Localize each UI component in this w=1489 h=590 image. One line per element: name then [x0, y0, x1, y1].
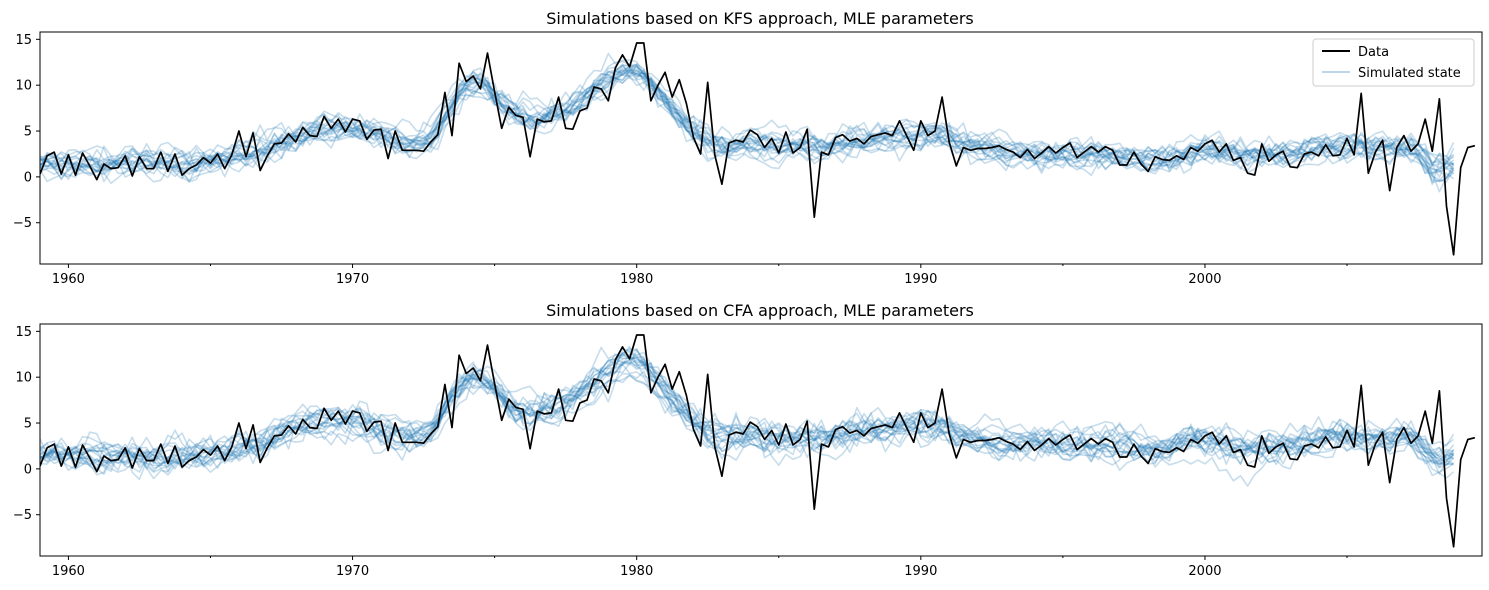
y-axis: −5 0 5 10 15 — [13, 33, 40, 231]
axes-frame — [39, 31, 1483, 265]
simulated-state-line — [40, 64, 1455, 183]
simulated-state-line — [40, 345, 1455, 472]
simulated-state-line — [40, 358, 1454, 471]
simulated-state-line — [40, 69, 1455, 175]
x-tick-label: 2000 — [1188, 272, 1221, 287]
subplot-cfa: Simulations based on CFA approach, MLE p… — [13, 301, 1483, 579]
plot-lines — [40, 42, 1476, 256]
subplot-kfs: Simulations based on KFS approach, MLE p… — [13, 9, 1483, 287]
plot-lines — [40, 334, 1476, 548]
simulated-state-line — [40, 348, 1454, 470]
simulated-state-line — [40, 66, 1454, 177]
data-line — [40, 42, 1476, 256]
simulated-state-line — [40, 346, 1454, 476]
legend-box — [1312, 38, 1475, 87]
legend-label-simulated: Simulated state — [1358, 66, 1461, 81]
simulated-state-line — [40, 69, 1454, 183]
simulated-state-line — [40, 62, 1455, 173]
legend: Data Simulated state — [1312, 38, 1475, 87]
simulated-state-line — [40, 67, 1455, 184]
simulated-state-line — [40, 69, 1455, 183]
x-tick-label: 1960 — [52, 272, 85, 287]
legend-label-data: Data — [1358, 45, 1389, 60]
x-tick-label: 1980 — [620, 272, 653, 287]
simulated-state-line — [40, 347, 1454, 469]
x-axis: 1960 1970 1980 1990 2000 — [52, 264, 1348, 287]
simulated-state-line — [40, 351, 1454, 467]
subplot-title: Simulations based on CFA approach, MLE p… — [546, 301, 974, 320]
subplot-title: Simulations based on KFS approach, MLE p… — [546, 9, 973, 28]
simulated-state-line — [40, 64, 1455, 181]
y-tick-label: −5 — [13, 216, 32, 231]
simulated-state-line — [40, 352, 1455, 466]
simulated-state-line — [40, 359, 1455, 473]
x-tick-label: 1980 — [620, 564, 653, 579]
simulated-state-line — [40, 68, 1454, 183]
simulated-state-line — [40, 353, 1455, 473]
x-tick-label: 1970 — [336, 272, 369, 287]
y-tick-label: 10 — [15, 371, 32, 386]
axes-frame — [39, 323, 1483, 557]
y-tick-label: 0 — [24, 462, 32, 477]
y-tick-label: 15 — [15, 325, 32, 340]
simulated-state-line — [40, 360, 1455, 475]
simulated-state-line — [40, 64, 1455, 176]
simulated-state-line — [40, 349, 1455, 470]
simulated-state-line — [40, 356, 1455, 487]
x-tick-label: 1960 — [52, 564, 85, 579]
simulated-state-line — [40, 363, 1455, 481]
simulated-state-line — [40, 347, 1455, 479]
x-tick-label: 1990 — [904, 564, 937, 579]
simulated-state-line — [40, 374, 1455, 477]
y-tick-label: 5 — [24, 125, 32, 140]
y-tick-label: 15 — [15, 33, 32, 48]
simulated-state-line — [40, 374, 1455, 470]
x-tick-label: 1970 — [336, 564, 369, 579]
y-tick-label: 5 — [24, 417, 32, 432]
y-tick-label: 0 — [24, 170, 32, 185]
simulated-state-line — [40, 63, 1455, 183]
y-axis: −5 0 5 10 15 — [13, 325, 40, 523]
data-line — [40, 334, 1476, 548]
simulated-state-line — [40, 64, 1455, 185]
simulated-state-line — [40, 52, 1455, 193]
x-axis: 1960 1970 1980 1990 2000 — [52, 556, 1348, 579]
x-tick-label: 2000 — [1188, 564, 1221, 579]
x-tick-label: 1990 — [904, 272, 937, 287]
simulated-state-line — [40, 69, 1455, 182]
simulated-state-line — [40, 64, 1455, 183]
simulated-state-line — [40, 70, 1454, 183]
y-tick-label: 10 — [15, 79, 32, 94]
y-tick-label: −5 — [13, 508, 32, 523]
